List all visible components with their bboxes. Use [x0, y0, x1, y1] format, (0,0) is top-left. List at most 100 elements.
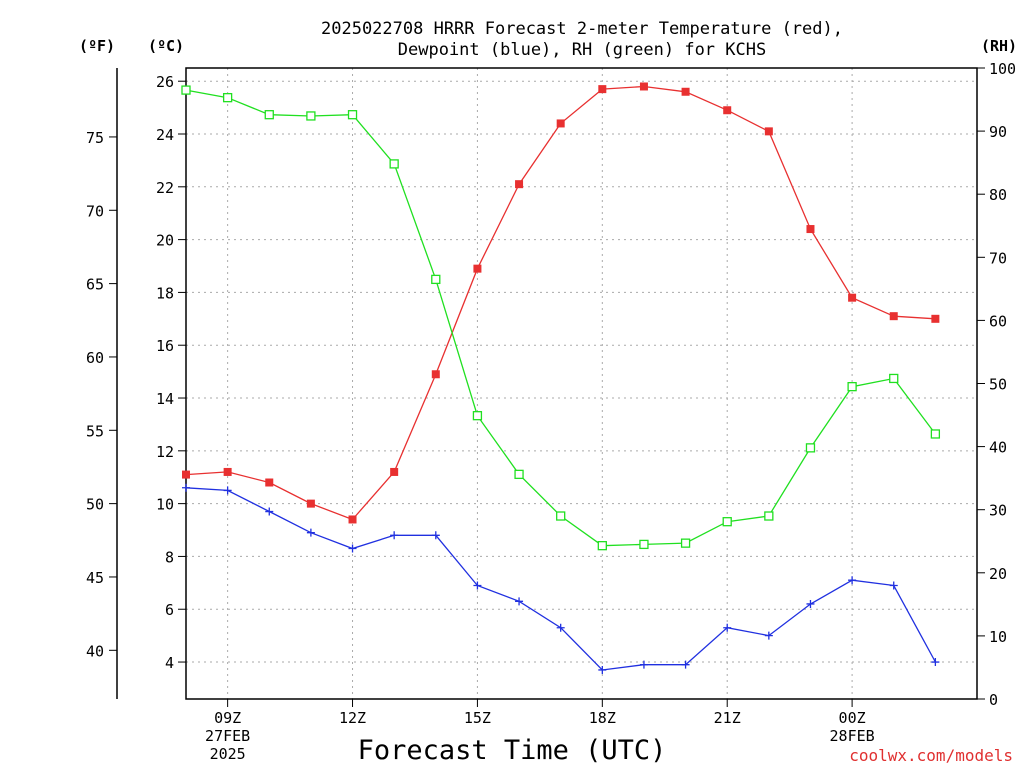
temperature-point [223, 467, 232, 476]
fahrenheit-tick-label: 45 [86, 569, 104, 587]
rh-point [347, 110, 358, 120]
fahrenheit-axis-unit: (ºF) [79, 37, 115, 55]
rh-point [597, 541, 607, 551]
temperature-point [639, 82, 648, 91]
plot-border [185, 67, 978, 700]
x-tick-label: 09Z [214, 709, 241, 727]
rh-tick-label: 40 [989, 439, 1007, 457]
dewpoint-point [806, 599, 815, 608]
fahrenheit-tick-label: 65 [86, 276, 104, 294]
dewpoint-point [265, 507, 274, 516]
dewpoint-point [431, 531, 440, 540]
temperature-point [764, 127, 773, 136]
fahrenheit-tick-label: 70 [86, 202, 104, 220]
temperature-point [182, 470, 190, 479]
x-tick-label: 21Z [714, 709, 741, 727]
temperature-point [515, 180, 524, 189]
celsius-tick-label: 4 [165, 654, 174, 672]
rh-point [306, 111, 316, 121]
temperature-point [265, 478, 274, 487]
rh-tick-label: 20 [989, 565, 1007, 583]
celsius-tick-label: 10 [156, 496, 174, 514]
rh-tick-label: 10 [989, 628, 1007, 646]
chart-title-line2: Dewpoint (blue), RH (green) for KCHS [398, 40, 766, 60]
dewpoint-point [889, 581, 898, 590]
rh-point [722, 517, 732, 527]
temperature-point [889, 312, 898, 321]
x-tick-label: 18Z [589, 709, 616, 727]
celsius-tick-label: 16 [156, 337, 174, 355]
rh-point [764, 511, 774, 521]
series-layer [181, 82, 941, 674]
x-tick-date-label: 28FEB [830, 727, 875, 745]
celsius-tick-label: 14 [156, 390, 174, 408]
dewpoint-point [223, 486, 232, 495]
rh-point [389, 159, 399, 169]
x-tick-label: 15Z [464, 709, 491, 727]
x-tick-year-label: 2025 [210, 745, 246, 763]
dewpoint-point [306, 528, 315, 537]
dewpoint-point [348, 544, 357, 553]
credit-text: coolwx.com/models [849, 746, 1013, 765]
x-tick-date-label: 27FEB [205, 727, 250, 745]
dewpoint-point [681, 660, 690, 669]
fahrenheit-tick-label: 60 [86, 349, 104, 367]
celsius-tick-label: 24 [156, 126, 174, 144]
temperature-point [556, 119, 565, 128]
fahrenheit-tick-label: 55 [86, 422, 104, 440]
fahrenheit-tick-label: 75 [86, 129, 104, 147]
rh-point [930, 429, 941, 439]
dewpoint-point [515, 597, 524, 606]
x-tick-label: 00Z [839, 709, 866, 727]
axes-layer: 4 6 8 10 12 14 16 18 20 22 24 26 40 45 50 55 60 65 70 75 0 10… [86, 60, 1016, 763]
rh-tick-label: 60 [989, 312, 1007, 330]
celsius-tick-label: 18 [156, 284, 174, 302]
rh-tick-label: 30 [989, 502, 1007, 520]
fahrenheit-tick-label: 50 [86, 496, 104, 514]
dewpoint-point [639, 660, 648, 669]
celsius-tick-label: 8 [165, 548, 174, 566]
dewpoint-point [556, 623, 565, 632]
temperature-point [473, 264, 482, 273]
celsius-tick-label: 22 [156, 179, 174, 197]
rh-tick-label: 0 [989, 691, 998, 709]
dewpoint-point [473, 581, 482, 590]
x-axis-label: Forecast Time (UTC) [358, 735, 667, 766]
series-line-rh [185, 89, 936, 547]
rh-tick-label: 50 [989, 376, 1007, 394]
rh-point [680, 538, 691, 548]
gridlines [186, 68, 977, 699]
rh-tick-label: 80 [989, 186, 1007, 204]
temperature-point [431, 370, 440, 379]
chart-title-line1: 2025022708 HRRR Forecast 2-meter Tempera… [321, 19, 843, 39]
fahrenheit-tick-label: 40 [86, 642, 104, 660]
rh-point [181, 85, 191, 95]
rh-point [847, 382, 857, 392]
celsius-axis-unit: (ºC) [148, 37, 184, 55]
temperature-point [848, 293, 857, 302]
celsius-tick-label: 26 [156, 73, 174, 91]
x-tick-label: 12Z [339, 709, 366, 727]
dewpoint-point [931, 658, 940, 667]
temperature-point [806, 225, 815, 234]
dewpoint-point [723, 623, 732, 632]
temperature-point [598, 85, 607, 94]
rh-point [264, 110, 274, 120]
rh-point [472, 411, 483, 421]
dewpoint-point [848, 576, 857, 585]
plot-frame [185, 67, 978, 700]
temperature-point [681, 87, 690, 96]
temperature-point [306, 499, 315, 508]
dewpoint-point [390, 531, 399, 540]
temperature-point [931, 314, 940, 323]
dewpoint-point [182, 483, 190, 492]
temperature-point [723, 106, 732, 115]
temperature-point [390, 467, 399, 476]
rh-point [889, 373, 899, 384]
rh-point [556, 511, 566, 521]
rh-tick-label: 70 [989, 249, 1007, 267]
rh-tick-label: 90 [989, 123, 1007, 141]
dewpoint-point [598, 665, 607, 674]
rh-point [431, 274, 441, 285]
